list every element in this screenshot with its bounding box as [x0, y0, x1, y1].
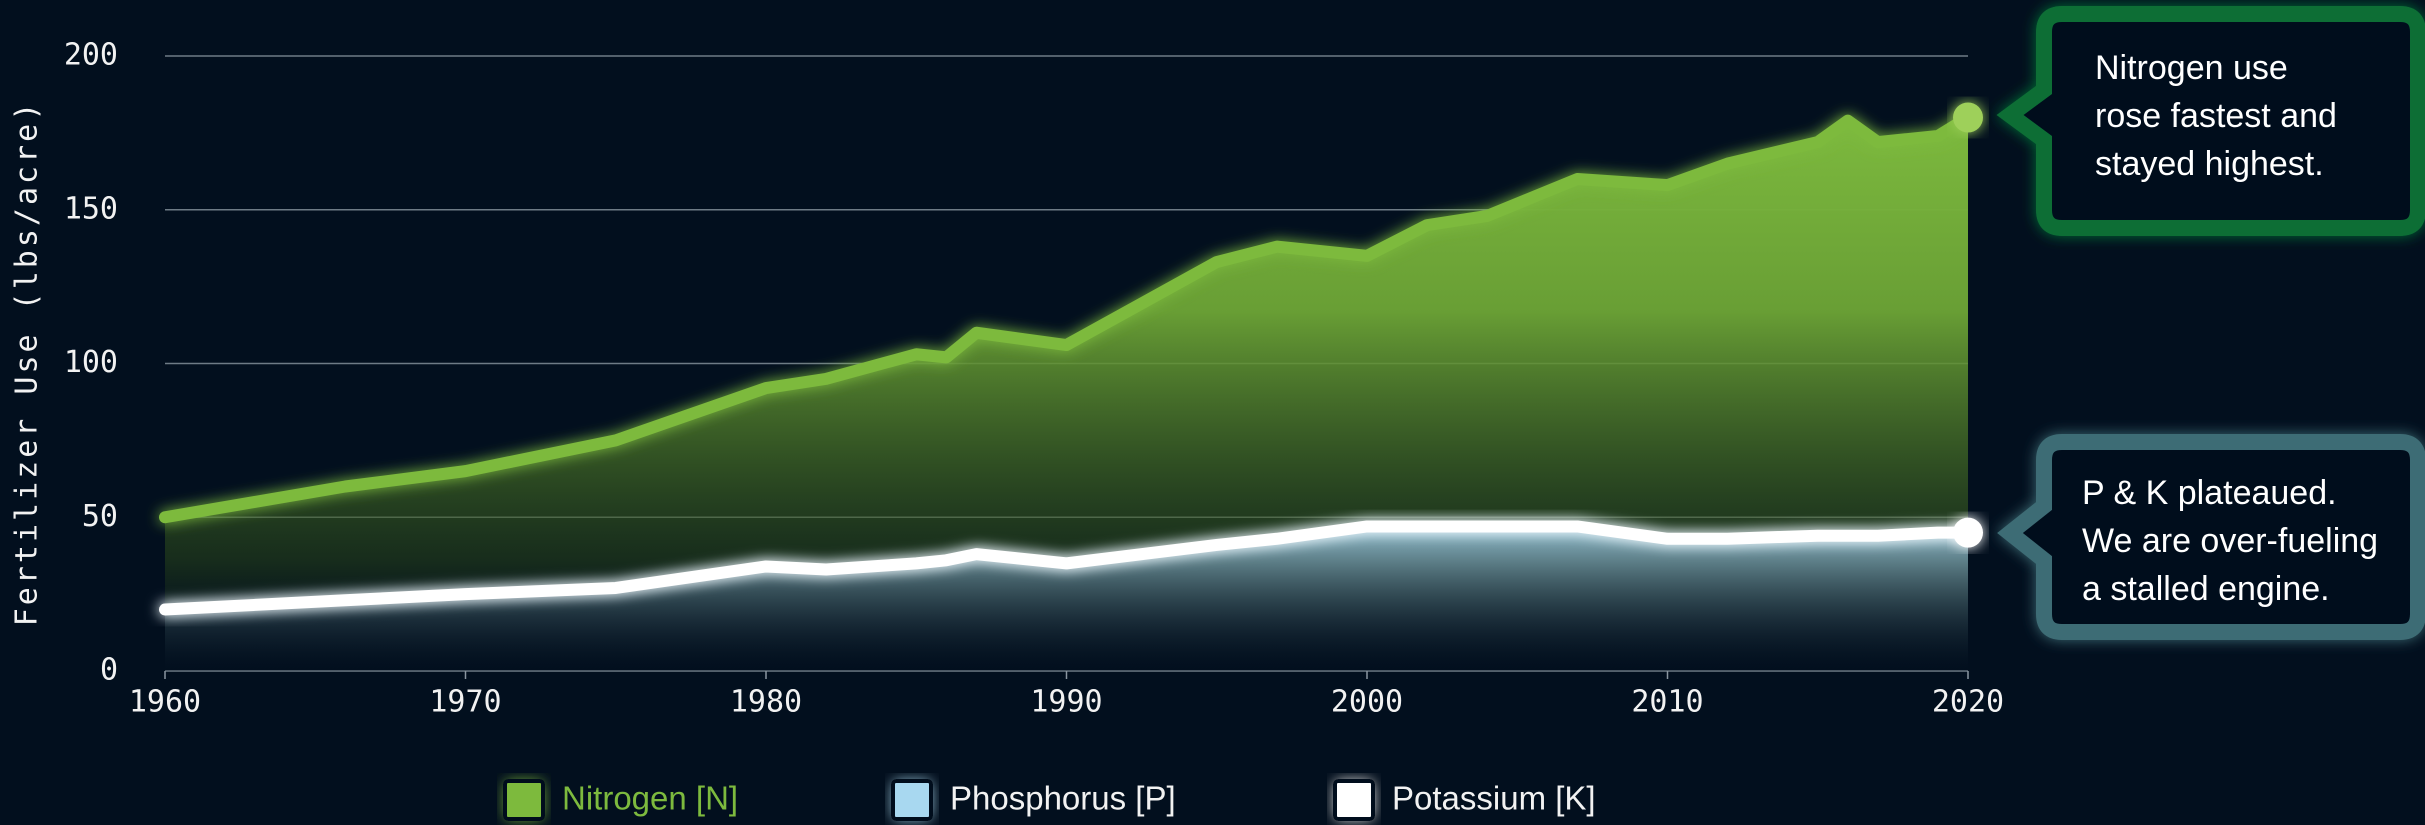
- x-tick-label: 2010: [1631, 685, 1703, 720]
- callout: [1997, 434, 2425, 640]
- y-tick-label: 50: [82, 499, 118, 534]
- y-tick-label: 100: [64, 345, 118, 380]
- legend-label: Potassium [K]: [1392, 780, 1596, 817]
- legend-label: Nitrogen [N]: [562, 780, 738, 817]
- x-tick-label: 1990: [1030, 685, 1102, 720]
- x-tick-label: 2020: [1932, 685, 2004, 720]
- end-point: [1953, 102, 1983, 133]
- x-tick-label: 2000: [1331, 685, 1403, 720]
- callout-box: [1997, 434, 2425, 640]
- annotation-text: P & K plateaued.: [2082, 474, 2337, 512]
- annotation-text: Nitrogen use: [2095, 49, 2288, 87]
- legend-item: Nitrogen [N]: [503, 779, 738, 821]
- legend-item: Phosphorus [P]: [891, 779, 1176, 821]
- legend-swatch: [503, 779, 545, 821]
- legend-swatch: [1333, 779, 1375, 821]
- y-tick-label: 150: [64, 191, 118, 226]
- annotation-text: rose fastest and: [2095, 97, 2337, 135]
- end-point: [1953, 517, 1983, 548]
- y-tick-label: 200: [64, 38, 118, 73]
- line: [159, 111, 1974, 524]
- line: [159, 520, 1974, 616]
- callout-box: [1996, 6, 2425, 236]
- annotation-text: We are over-fueling: [2082, 522, 2378, 560]
- legend-swatch: [891, 779, 933, 821]
- x-tick-label: 1970: [429, 685, 501, 720]
- legend-label: Phosphorus [P]: [950, 780, 1176, 817]
- x-tick-label: 1960: [129, 685, 201, 720]
- callout: [1996, 6, 2425, 236]
- y-tick-label: 0: [100, 653, 118, 688]
- annotation-text: stayed highest.: [2095, 145, 2324, 183]
- x-tick-label: 1980: [730, 685, 802, 720]
- y-axis-label: Fertilizer Use (lbs/acre): [10, 100, 45, 627]
- legend-item: Potassium [K]: [1333, 779, 1596, 821]
- area: [165, 526, 1968, 671]
- annotation-text: a stalled engine.: [2082, 570, 2330, 608]
